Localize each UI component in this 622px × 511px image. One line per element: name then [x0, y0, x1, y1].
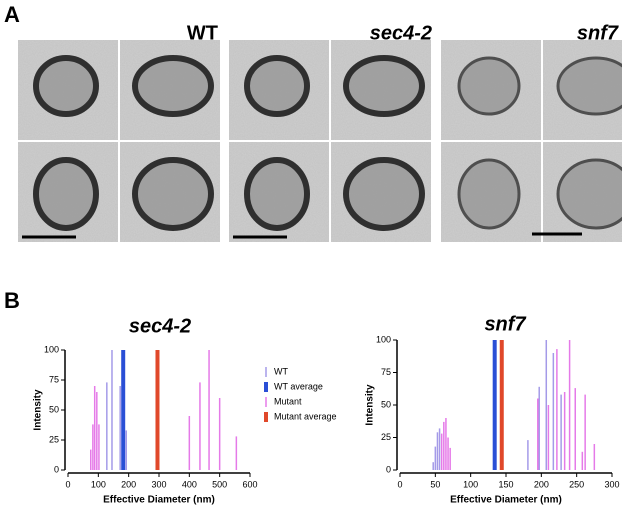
x-tick-label: 200: [121, 479, 136, 489]
y-tick-label: 100: [376, 334, 391, 344]
x-tick-label: 250: [569, 479, 584, 489]
vesicle: [244, 55, 310, 117]
vesicle: [343, 55, 425, 117]
vesicle: [556, 158, 622, 230]
micrograph-label: WT: [187, 22, 218, 44]
y-tick-label: 75: [381, 367, 391, 377]
vesicle: [556, 56, 622, 116]
panel-label: B: [4, 288, 20, 313]
y-tick-label: 50: [381, 399, 391, 409]
vesicle: [33, 157, 99, 231]
x-tick-label: 400: [182, 479, 197, 489]
panel-label: A: [4, 2, 20, 27]
y-tick-label: 0: [386, 464, 391, 474]
legend-label: WT: [274, 366, 288, 376]
x-tick-label: 300: [151, 479, 166, 489]
vesicle: [457, 56, 521, 116]
chart-title: sec4-2: [129, 315, 191, 337]
vesicle: [343, 157, 425, 231]
y-axis-label: Intensity: [365, 384, 376, 426]
chart-title: snf7: [484, 313, 526, 335]
vesicle: [457, 158, 521, 230]
y-tick-label: 25: [49, 434, 59, 444]
x-tick-label: 500: [212, 479, 227, 489]
vesicle: [244, 157, 310, 231]
x-tick-label: 50: [430, 479, 440, 489]
y-tick-label: 0: [54, 464, 59, 474]
micrograph-label: sec4-2: [370, 22, 432, 44]
y-tick-label: 75: [49, 374, 59, 384]
x-tick-label: 100: [91, 479, 106, 489]
legend-label: Mutant average: [274, 411, 337, 421]
x-tick-label: 0: [397, 479, 402, 489]
x-tick-label: 300: [604, 479, 619, 489]
micrographs: [18, 40, 622, 242]
y-axis-label: Intensity: [33, 389, 44, 431]
x-tick-label: 200: [534, 479, 549, 489]
y-tick-label: 50: [49, 404, 59, 414]
vesicle: [132, 55, 214, 117]
x-axis-label: Effective Diameter (nm): [103, 495, 215, 506]
x-tick-label: 600: [242, 479, 257, 489]
y-tick-label: 100: [44, 344, 59, 354]
legend-label: Mutant: [274, 396, 302, 406]
legend-label: WT average: [274, 381, 323, 391]
y-tick-label: 25: [381, 432, 391, 442]
x-tick-label: 0: [65, 479, 70, 489]
x-tick-label: 150: [498, 479, 513, 489]
vesicle: [132, 157, 214, 231]
x-tick-label: 100: [463, 479, 478, 489]
vesicle: [33, 55, 99, 117]
micrograph-label: snf7: [577, 22, 619, 44]
x-axis-label: Effective Diameter (nm): [450, 495, 562, 506]
